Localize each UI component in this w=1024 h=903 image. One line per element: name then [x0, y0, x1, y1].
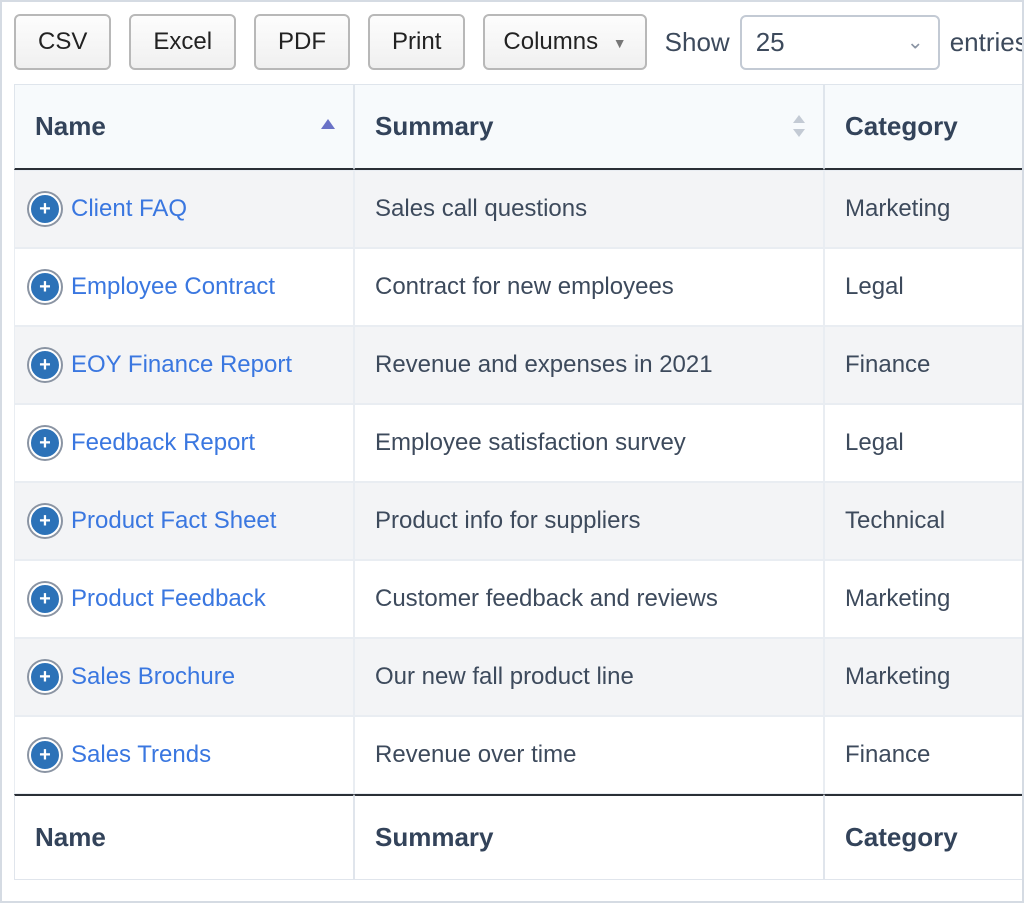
cell-summary: Product info for suppliers	[354, 482, 824, 560]
column-footer-category: Category	[824, 794, 1024, 880]
cell-name: + Product Fact Sheet	[14, 482, 354, 560]
cell-summary: Sales call questions	[354, 170, 824, 248]
cell-name: + Sales Brochure	[14, 638, 354, 716]
table-footer-row: Name Summary Category	[14, 794, 1024, 880]
column-footer-name: Name	[14, 794, 354, 880]
dropdown-caret-icon: ▼	[613, 35, 627, 51]
page-size-value: 25	[756, 27, 785, 57]
cell-category: Legal	[824, 404, 1024, 482]
cell-name: + Sales Trends	[14, 716, 354, 794]
expand-row-icon[interactable]: +	[29, 271, 61, 303]
cell-name: + Product Feedback	[14, 560, 354, 638]
cell-summary: Revenue and expenses in 2021	[354, 326, 824, 404]
column-header-category[interactable]: Category	[824, 84, 1024, 170]
page-size-control: Show 25 ⌄ entries	[665, 15, 1024, 70]
document-link[interactable]: Client FAQ	[71, 195, 187, 223]
columns-button-label: Columns	[503, 28, 598, 55]
page-size-select[interactable]: 25 ⌄	[740, 15, 940, 70]
columns-button[interactable]: Columns ▼	[483, 14, 646, 70]
excel-button[interactable]: Excel	[129, 14, 236, 70]
cell-summary: Employee satisfaction survey	[354, 404, 824, 482]
table-row: + Product Feedback Customer feedback and r…	[14, 560, 1024, 638]
table-row: + Client FAQ Sales call questionsMarketing	[14, 170, 1024, 248]
cell-category: Finance	[824, 326, 1024, 404]
column-header-name[interactable]: Name	[14, 84, 354, 170]
print-button[interactable]: Print	[368, 14, 465, 70]
cell-category: Legal	[824, 248, 1024, 326]
column-header-summary[interactable]: Summary	[354, 84, 824, 170]
document-link[interactable]: Sales Trends	[71, 741, 211, 769]
pdf-button[interactable]: PDF	[254, 14, 350, 70]
column-footer-summary: Summary	[354, 794, 824, 880]
cell-category: Marketing	[824, 638, 1024, 716]
cell-summary: Our new fall product line	[354, 638, 824, 716]
document-link[interactable]: Product Feedback	[71, 585, 266, 613]
cell-summary: Contract for new employees	[354, 248, 824, 326]
toolbar: CSV Excel PDF Print Columns ▼ Show 25 ⌄ …	[14, 14, 1010, 70]
table-header-row: Name Summary Category	[14, 84, 1024, 170]
expand-row-icon[interactable]: +	[29, 583, 61, 615]
table-row: + EOY Finance Report Revenue and expenses …	[14, 326, 1024, 404]
table-row: + Feedback Report Employee satisfaction su…	[14, 404, 1024, 482]
table-row: + Sales Trends Revenue over timeFinance	[14, 716, 1024, 794]
document-link[interactable]: EOY Finance Report	[71, 351, 292, 379]
table-row: + Employee Contract Contract for new emplo…	[14, 248, 1024, 326]
table-row: + Sales Brochure Our new fall product line…	[14, 638, 1024, 716]
cell-summary: Revenue over time	[354, 716, 824, 794]
expand-row-icon[interactable]: +	[29, 193, 61, 225]
cell-category: Marketing	[824, 560, 1024, 638]
cell-name: + Client FAQ	[14, 170, 354, 248]
data-table-panel: CSV Excel PDF Print Columns ▼ Show 25 ⌄ …	[0, 0, 1024, 903]
document-link[interactable]: Product Fact Sheet	[71, 507, 276, 535]
expand-row-icon[interactable]: +	[29, 739, 61, 771]
document-link[interactable]: Feedback Report	[71, 429, 255, 457]
entries-label: entries	[950, 27, 1024, 58]
expand-row-icon[interactable]: +	[29, 427, 61, 459]
expand-row-icon[interactable]: +	[29, 349, 61, 381]
cell-name: + Feedback Report	[14, 404, 354, 482]
cell-summary: Customer feedback and reviews	[354, 560, 824, 638]
document-link[interactable]: Sales Brochure	[71, 663, 235, 691]
document-link[interactable]: Employee Contract	[71, 273, 275, 301]
cell-category: Finance	[824, 716, 1024, 794]
table-row: + Product Fact Sheet Product info for supp…	[14, 482, 1024, 560]
cell-category: Marketing	[824, 170, 1024, 248]
cell-name: + EOY Finance Report	[14, 326, 354, 404]
show-label: Show	[665, 27, 730, 58]
documents-table: Name Summary Category + Client FAQ Sales c…	[14, 84, 1024, 880]
expand-row-icon[interactable]: +	[29, 505, 61, 537]
expand-row-icon[interactable]: +	[29, 661, 61, 693]
chevron-down-icon: ⌄	[907, 30, 924, 55]
cell-category: Technical	[824, 482, 1024, 560]
csv-button[interactable]: CSV	[14, 14, 111, 70]
cell-name: + Employee Contract	[14, 248, 354, 326]
